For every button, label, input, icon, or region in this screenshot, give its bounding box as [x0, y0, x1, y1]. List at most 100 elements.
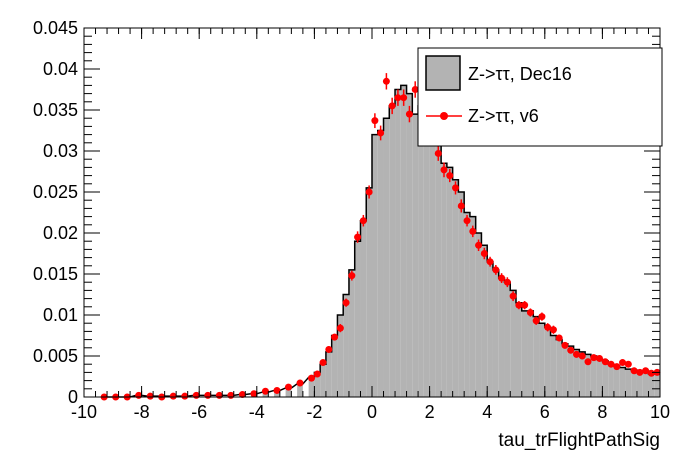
- histogram-bin: [573, 349, 580, 397]
- histogram-bin: [446, 167, 453, 397]
- x-tick-label: 4: [482, 402, 492, 422]
- x-axis-ticks: -10 -8 -6 -4 -2 0 2 4 6 8 10: [71, 28, 670, 422]
- histogram-bin: [481, 245, 488, 397]
- x-tick-label: 2: [425, 402, 435, 422]
- data-point: [146, 392, 154, 400]
- histogram-bin: [567, 346, 574, 397]
- histogram-bin: [602, 360, 609, 397]
- legend: Z->ττ, Dec16 Z->ττ, v6: [417, 47, 663, 147]
- x-tick-label: 0: [367, 402, 377, 422]
- data-point: [400, 94, 408, 102]
- data-point: [336, 324, 344, 332]
- data-point: [515, 301, 523, 309]
- histogram-bin: [348, 269, 355, 397]
- histogram-bin: [544, 327, 551, 397]
- data-point: [509, 292, 517, 300]
- histogram-bin: [366, 187, 372, 397]
- data-point: [181, 392, 189, 400]
- histogram-bin: [654, 372, 660, 397]
- data-point: [596, 354, 604, 362]
- histogram-bin: [533, 316, 540, 397]
- histogram-bin: [487, 261, 493, 397]
- data-point: [572, 350, 580, 358]
- histogram-bin: [360, 220, 367, 397]
- y-tick-label: 0.035: [33, 100, 78, 120]
- data-point: [296, 379, 304, 387]
- data-point: [492, 266, 500, 274]
- histogram-bin: [498, 278, 505, 397]
- legend-points-marker: [440, 112, 448, 120]
- histogram-bin: [285, 387, 292, 397]
- data-point: [480, 250, 488, 257]
- y-tick-label: 0.025: [33, 182, 78, 202]
- histogram-bin: [585, 354, 591, 397]
- legend-histogram-swatch: [425, 55, 461, 91]
- data-point: [469, 227, 477, 235]
- histogram-bars: [101, 84, 660, 398]
- histogram-bin: [331, 335, 338, 397]
- histogram-bin: [400, 85, 407, 398]
- data-point: [359, 217, 367, 225]
- histogram-bin: [475, 233, 482, 397]
- data-point: [532, 317, 540, 325]
- histogram-bin: [642, 370, 649, 397]
- y-axis-ticks: 0 0.005 0.01 0.015 0.02 0.025 0.03 0.035 0.04 0.0…: [33, 18, 660, 407]
- data-point: [308, 374, 316, 382]
- histogram-bin: [556, 339, 563, 397]
- histogram-bin: [383, 118, 390, 397]
- histogram-bin: [377, 130, 384, 397]
- y-tick-label: 0.03: [43, 141, 78, 161]
- data-point: [630, 367, 638, 375]
- data-point: [544, 323, 552, 331]
- histogram-bin: [412, 114, 419, 397]
- data-point: [457, 202, 465, 210]
- histogram-bin: [619, 367, 626, 397]
- data-point: [647, 369, 655, 377]
- legend-entry-v6: Z->ττ, v6: [468, 106, 539, 126]
- y-tick-label: 0.01: [43, 305, 78, 325]
- data-point: [636, 368, 644, 376]
- histogram-bin: [631, 369, 637, 397]
- x-tick-label: 8: [597, 402, 607, 422]
- data-point: [169, 392, 177, 400]
- x-tick-label: 6: [540, 402, 550, 422]
- histogram-bin: [441, 163, 447, 397]
- data-point: [331, 333, 339, 341]
- data-point: [405, 110, 413, 118]
- x-tick-label: 10: [650, 402, 670, 422]
- legend-entry-dec16: Z->ττ, Dec16: [468, 64, 572, 84]
- data-point: [601, 358, 609, 366]
- data-point: [521, 301, 529, 309]
- histogram-bin: [297, 383, 303, 397]
- y-tick-label: 0.005: [33, 346, 78, 366]
- histogram-bin: [562, 343, 568, 397]
- data-point: [354, 233, 362, 241]
- data-point: [549, 326, 557, 334]
- data-point: [394, 94, 402, 102]
- y-tick-label: 0.015: [33, 264, 78, 284]
- data-point: [319, 359, 327, 367]
- data-point: [486, 258, 494, 266]
- histogram-bin: [625, 369, 632, 397]
- histogram-bin: [648, 374, 655, 397]
- histogram-bin: [435, 142, 442, 397]
- data-point: [642, 367, 650, 375]
- data-point: [590, 354, 598, 362]
- data-point: [555, 334, 563, 342]
- histogram-bin: [452, 179, 459, 397]
- data-point: [475, 241, 483, 249]
- histogram-bin: [464, 212, 470, 397]
- histogram-bin: [423, 122, 430, 398]
- histogram-bin: [389, 105, 396, 398]
- data-point: [452, 184, 460, 192]
- histogram-bin: [527, 310, 534, 397]
- histogram-bin: [429, 114, 436, 397]
- data-point: [348, 272, 356, 280]
- data-point: [238, 391, 246, 399]
- data-point: [578, 352, 586, 360]
- histogram-bin: [320, 364, 326, 397]
- histogram-bin: [550, 335, 557, 397]
- histogram-bin: [354, 241, 361, 397]
- histogram-bin: [596, 359, 603, 397]
